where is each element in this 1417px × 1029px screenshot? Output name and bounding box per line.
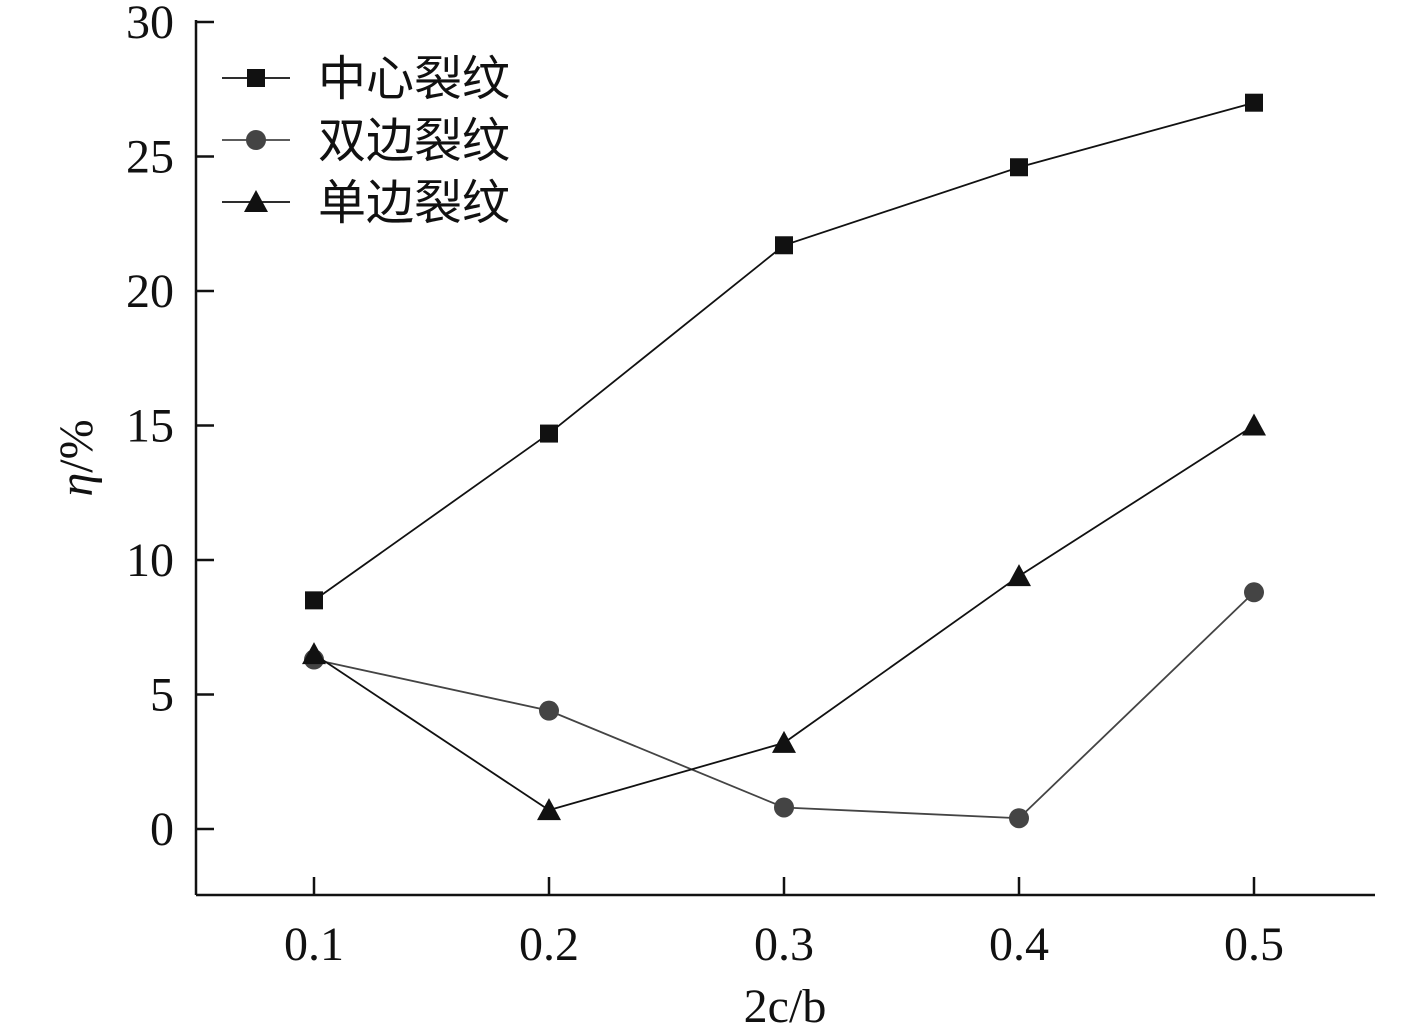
y-axis-symbol: η: [50, 473, 103, 497]
x-tick-label: 0.4: [989, 918, 1049, 971]
y-tick-label: 0: [150, 803, 174, 856]
data-point-square: [1245, 93, 1263, 112]
x-tick-label: 0.5: [1224, 918, 1284, 971]
legend-marker-square: [247, 69, 265, 87]
data-point-triangle: [537, 798, 561, 821]
data-point-circle: [539, 700, 559, 721]
data-point-square: [305, 591, 323, 610]
data-point-triangle: [772, 730, 796, 753]
legend-label: 双边裂纹: [318, 113, 510, 169]
y-tick-label: 20: [126, 265, 174, 318]
legend-marker-triangle: [244, 190, 268, 212]
y-tick-label: 10: [126, 534, 174, 587]
data-point-circle: [774, 797, 794, 818]
legend-label: 单边裂纹: [318, 175, 510, 231]
data-point-square: [540, 424, 558, 443]
legend-item: 单边裂纹: [222, 175, 510, 231]
y-tick-label: 15: [126, 400, 174, 453]
y-axis-title: η/%: [50, 419, 103, 496]
series-2: [304, 582, 1264, 829]
legend-marker-circle: [246, 130, 266, 150]
data-point-square: [1010, 158, 1028, 177]
legend-item: 双边裂纹: [222, 113, 510, 169]
legend-label: 中心裂纹: [318, 51, 510, 107]
x-tick-label: 0.1: [284, 918, 344, 971]
data-point-square: [775, 236, 793, 255]
data-point-circle: [1244, 582, 1264, 603]
y-axis-unit: /%: [50, 419, 103, 472]
series-1: [305, 93, 1263, 610]
series-layer: [302, 93, 1266, 829]
data-point-circle: [1009, 808, 1029, 829]
x-axis-title: 2c/b: [744, 980, 827, 1029]
data-point-triangle: [1007, 564, 1031, 587]
x-tick-label: 0.3: [754, 918, 814, 971]
series-3: [302, 413, 1266, 821]
y-tick-label: 5: [150, 669, 174, 722]
y-tick-label: 25: [126, 131, 174, 184]
x-ticks: 0.1 0.2 0.3 0.4 0.5: [284, 877, 1284, 971]
x-tick-label: 0.2: [519, 918, 579, 971]
data-point-triangle: [302, 642, 326, 665]
data-point-triangle: [1242, 413, 1266, 436]
legend-item: 中心裂纹: [222, 51, 510, 107]
y-tick-label: 30: [126, 0, 174, 49]
series-line: [313, 591, 1255, 820]
axes: [194, 20, 1375, 897]
y-ticks: 0 5 10 15 20 25 30: [126, 0, 214, 856]
